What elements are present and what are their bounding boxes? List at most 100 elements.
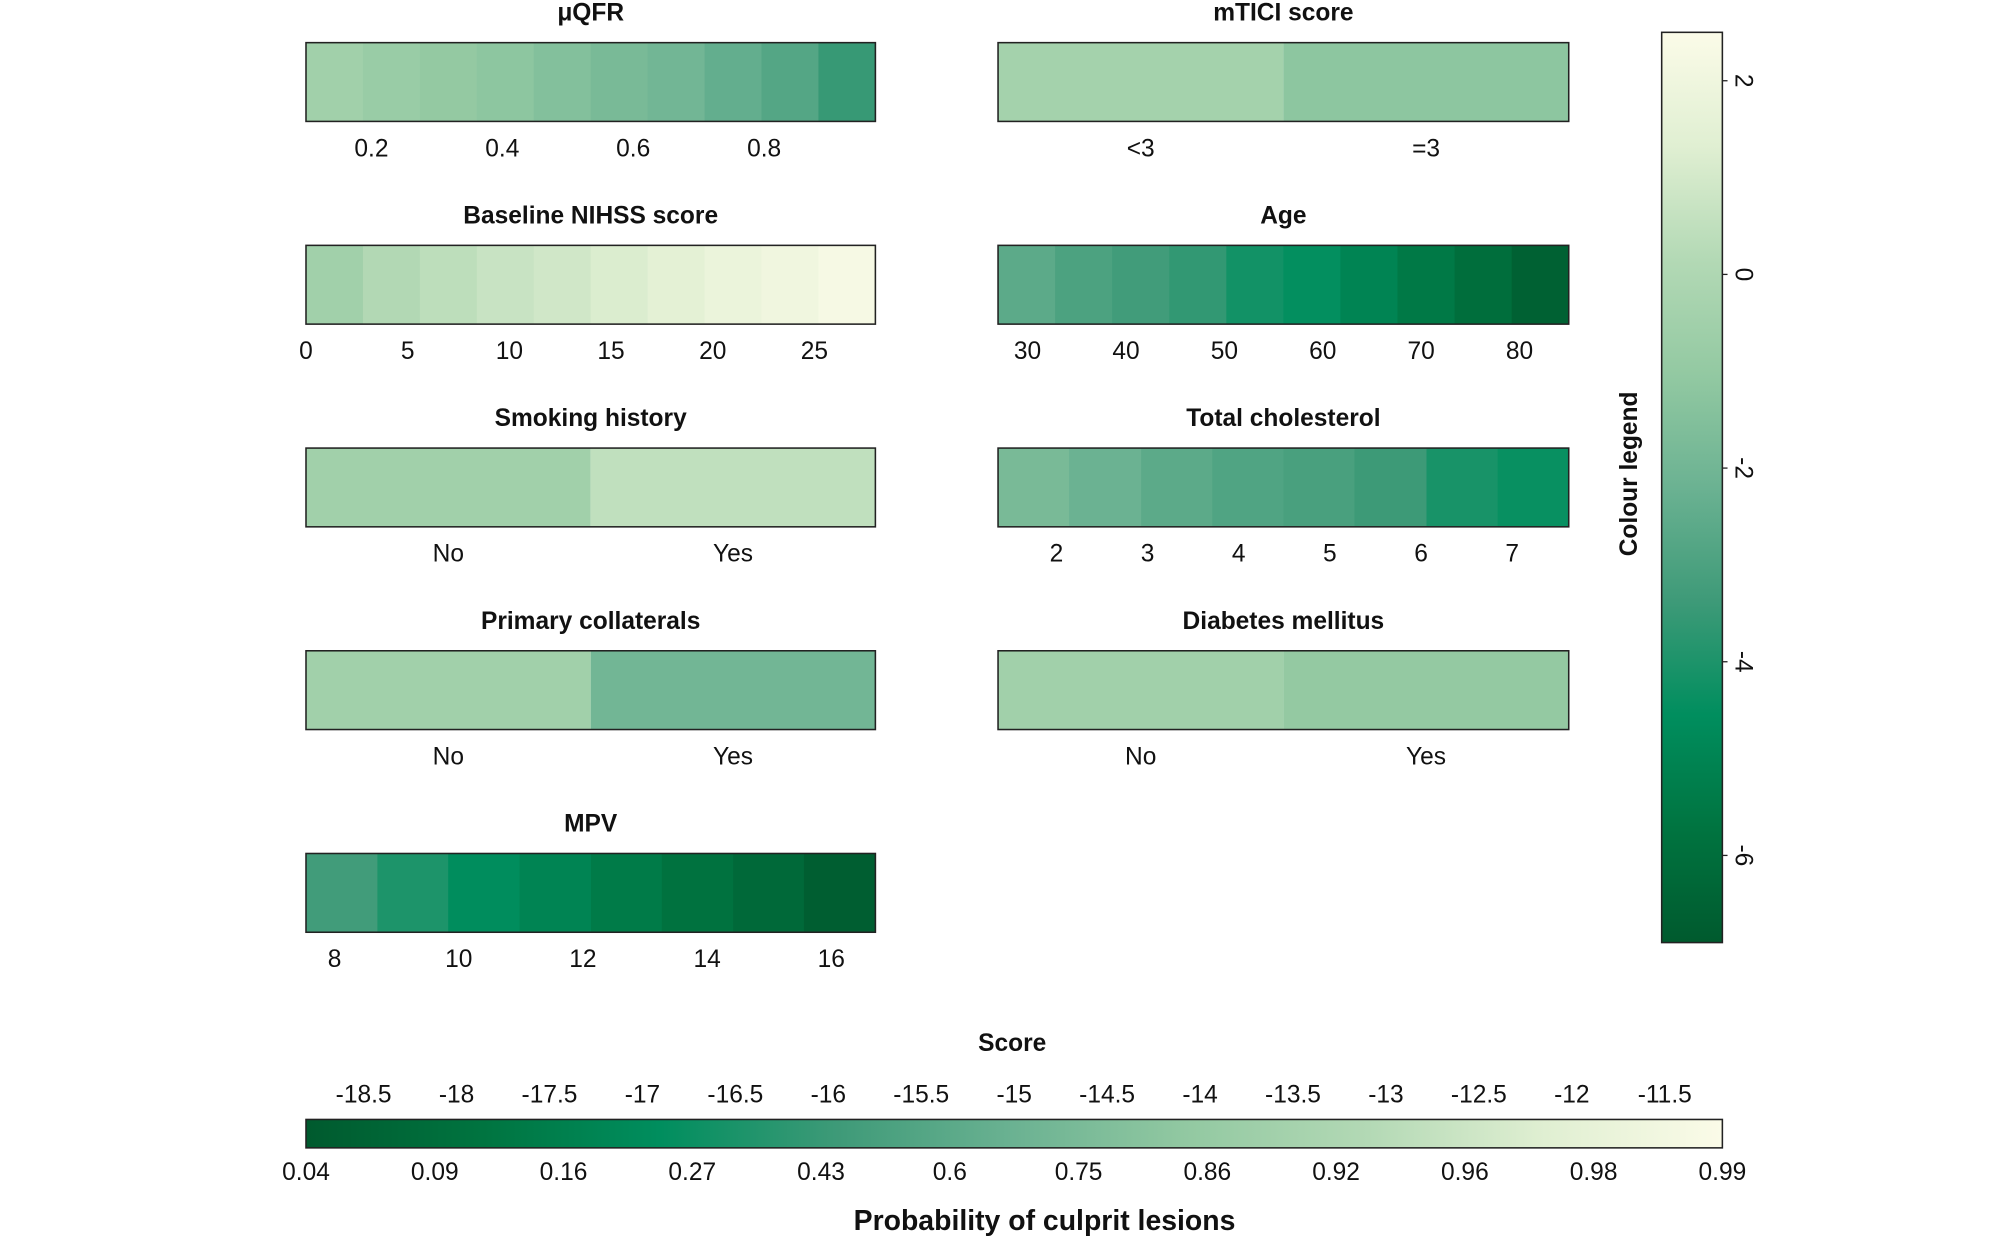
x-tick-label: =3 xyxy=(1412,135,1440,162)
x-tick-label: 2 xyxy=(1050,541,1064,568)
y-tick-label: -2 xyxy=(1729,457,1756,479)
cell xyxy=(1497,448,1570,527)
cell xyxy=(704,42,763,122)
cell xyxy=(519,853,592,933)
x-tick-label: 25 xyxy=(801,338,828,365)
cell xyxy=(1283,42,1569,122)
panel-frame xyxy=(997,244,1570,325)
cell xyxy=(362,245,421,325)
cell xyxy=(419,42,478,122)
cell xyxy=(998,42,1284,122)
probability-label: 0.43 xyxy=(797,1159,845,1186)
cell xyxy=(590,245,649,325)
score-tick-label: -17 xyxy=(625,1082,660,1109)
cell xyxy=(761,42,820,122)
panel-title: MPV xyxy=(564,811,618,838)
cell xyxy=(647,245,706,325)
x-tick-label: <3 xyxy=(1127,135,1155,162)
y-tick-label: -4 xyxy=(1729,651,1756,673)
cell xyxy=(1283,448,1356,527)
cell xyxy=(305,42,364,122)
score-tick-label: -13 xyxy=(1368,1082,1403,1109)
x-tick-label: 60 xyxy=(1309,338,1336,365)
cell xyxy=(305,650,591,730)
cell xyxy=(733,853,805,933)
x-tick-label: No xyxy=(433,541,464,568)
x-tick-label: 0.4 xyxy=(485,135,519,162)
x-tick-label: 5 xyxy=(1323,541,1337,568)
panel-title: Diabetes mellitus xyxy=(1183,608,1385,635)
cell xyxy=(305,448,591,527)
x-tick-label: 10 xyxy=(445,946,472,973)
score-tick-label: -15 xyxy=(996,1082,1031,1109)
score-tick-label: -14 xyxy=(1182,1082,1217,1109)
cell xyxy=(647,42,706,122)
cell xyxy=(590,42,649,122)
cell xyxy=(1354,448,1428,527)
x-tick-label: No xyxy=(433,743,464,770)
cell xyxy=(533,245,592,325)
panel-frame xyxy=(305,41,877,123)
x-tick-label: 15 xyxy=(597,338,624,365)
score-tick-label: -13.5 xyxy=(1265,1082,1321,1109)
panel-title: mTICI score xyxy=(1213,0,1353,27)
probability-label: 0.27 xyxy=(668,1159,716,1186)
cell xyxy=(476,245,535,325)
x-tick-label: No xyxy=(1125,743,1156,770)
cell xyxy=(1112,245,1170,325)
x-tick-label: 16 xyxy=(818,946,845,973)
score-tick-label: -16 xyxy=(811,1082,846,1109)
probability-label: 0.6 xyxy=(933,1159,967,1186)
cell xyxy=(803,853,877,933)
probability-label: 0.99 xyxy=(1699,1159,1747,1186)
colour-legend-bar xyxy=(1660,31,1724,944)
cell xyxy=(1141,448,1213,527)
x-tick-label: 0.8 xyxy=(747,135,781,162)
x-tick-label: 7 xyxy=(1505,541,1519,568)
panel-title: Primary collaterals xyxy=(481,608,700,635)
x-tick-label: Yes xyxy=(1406,743,1446,770)
score-tick-label: -11.5 xyxy=(1638,1082,1692,1109)
score-tick-label: -14.5 xyxy=(1079,1082,1135,1109)
x-tick-label: 40 xyxy=(1112,338,1139,365)
cell xyxy=(818,245,877,325)
cell xyxy=(591,853,663,933)
probability-label: 0.04 xyxy=(282,1159,330,1186)
x-tick-label: 14 xyxy=(693,946,720,973)
x-tick-label: 30 xyxy=(1014,338,1041,365)
score-bar xyxy=(305,1118,1724,1149)
probability-label: 0.16 xyxy=(540,1159,588,1186)
score-tick-label: -17.5 xyxy=(522,1082,578,1109)
probability-label: 0.75 xyxy=(1055,1159,1103,1186)
cell xyxy=(998,448,1070,527)
cell xyxy=(1169,245,1227,325)
cell xyxy=(1511,245,1570,325)
score-tick-label: -12.5 xyxy=(1451,1082,1507,1109)
cell xyxy=(362,42,421,122)
x-tick-label: Yes xyxy=(713,541,753,568)
cell xyxy=(1283,650,1569,730)
score-tick-label: -12 xyxy=(1554,1082,1589,1109)
panel-title: Age xyxy=(1260,202,1306,229)
cell xyxy=(476,42,535,122)
x-tick-label: 0.2 xyxy=(354,135,388,162)
y-tick-label: 0 xyxy=(1729,268,1756,282)
x-tick-label: 50 xyxy=(1211,338,1238,365)
x-tick-label: Yes xyxy=(713,743,753,770)
probability-label: 0.98 xyxy=(1570,1159,1618,1186)
probability-axis-title: Probability of culprit lesions xyxy=(854,1205,1236,1237)
panel-title: μQFR xyxy=(557,0,624,27)
cell xyxy=(590,650,876,730)
panel-frame xyxy=(305,447,877,528)
probability-label: 0.92 xyxy=(1312,1159,1360,1186)
cell xyxy=(419,245,478,325)
x-tick-label: 70 xyxy=(1407,338,1434,365)
panel-title: Smoking history xyxy=(495,405,687,432)
panel-title: Baseline NIHSS score xyxy=(463,202,718,229)
x-tick-label: 8 xyxy=(328,946,342,973)
cell xyxy=(1212,448,1285,527)
x-tick-label: 0 xyxy=(299,338,313,365)
panel-frame xyxy=(997,447,1570,528)
